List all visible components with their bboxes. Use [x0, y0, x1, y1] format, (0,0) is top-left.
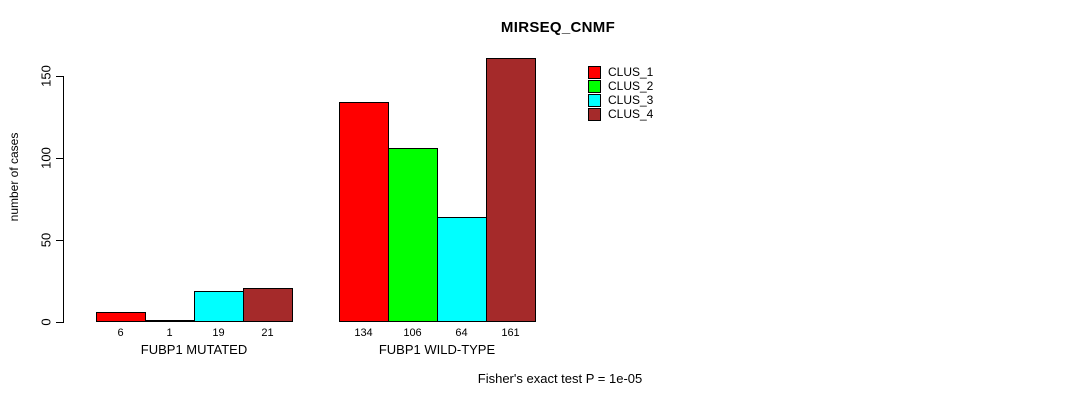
y-axis-line: [63, 76, 64, 323]
y-axis-tick: [56, 240, 63, 241]
bar-clus_1: [339, 102, 389, 322]
legend-label: CLUS_1: [608, 65, 654, 79]
legend-swatch-icon: [588, 108, 601, 121]
bar-value-label: 21: [261, 327, 274, 339]
bar-value-label: 6: [117, 327, 124, 339]
bar-value-label: 64: [455, 327, 468, 339]
legend-swatch-icon: [588, 94, 601, 107]
y-axis-tick: [56, 322, 63, 323]
bar-clus_4: [243, 287, 293, 322]
legend-label: CLUS_3: [608, 93, 654, 107]
bar-clus_3: [194, 290, 244, 322]
legend-swatch-icon: [588, 80, 601, 93]
bar-value-label: 161: [501, 327, 520, 339]
y-tick-label: 0: [38, 318, 54, 326]
legend-label: CLUS_4: [608, 107, 654, 121]
x-group-label: FUBP1 WILD-TYPE: [378, 342, 496, 357]
y-tick-label: 100: [38, 147, 54, 169]
chart-title: MIRSEQ_CNMF: [500, 19, 616, 36]
legend-label: CLUS_2: [608, 79, 654, 93]
legend-swatch-icon: [588, 66, 601, 79]
bar-value-label: 19: [212, 327, 225, 339]
y-tick-label: 150: [38, 65, 54, 87]
bar-clus_3: [437, 217, 487, 322]
bar-clus_4: [486, 57, 536, 322]
y-axis-tick: [56, 158, 63, 159]
bar-value-label: 1: [166, 327, 173, 339]
bar-clus_2: [145, 320, 195, 322]
y-tick-label: 50: [38, 232, 54, 248]
bar-clus_1: [96, 312, 146, 322]
bar-clus_2: [388, 148, 438, 322]
bar-value-label: 134: [354, 327, 373, 339]
bar-value-label: 106: [403, 327, 422, 339]
x-group-label: FUBP1 MUTATED: [140, 342, 248, 357]
y-axis-tick: [56, 76, 63, 77]
stat-annotation: Fisher's exact test P = 1e-05: [477, 371, 643, 386]
y-axis-label: number of cases: [7, 132, 21, 222]
